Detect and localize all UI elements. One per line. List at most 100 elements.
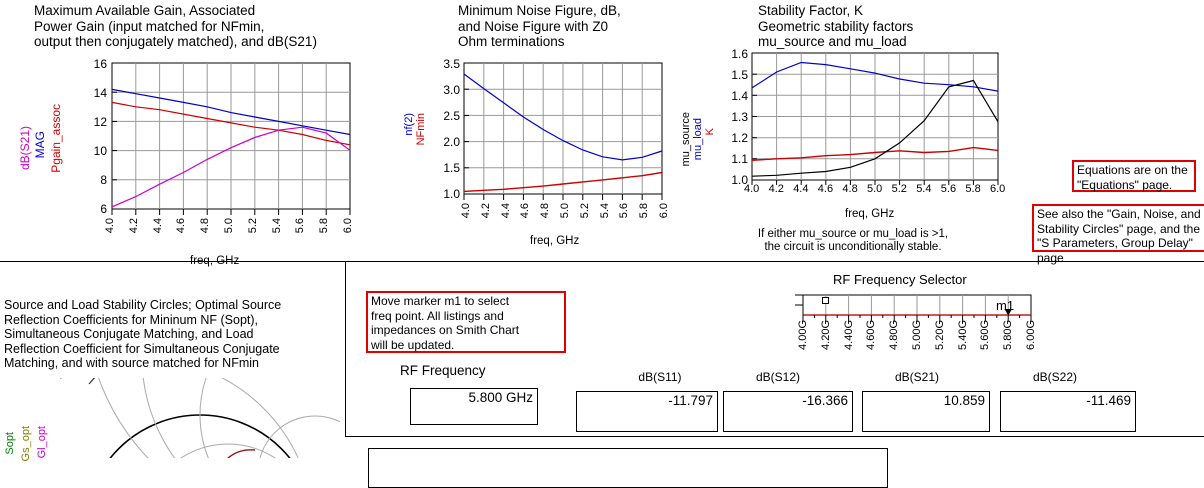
rf-frequency-value-box[interactable]: 5.800 GHz <box>410 388 538 425</box>
k-chart-ylabel-k: K <box>704 128 716 136</box>
xtick: 6.0 <box>658 203 670 219</box>
smith-chart-caption: Source and Load Stability Circles; Optim… <box>4 298 282 370</box>
db-s11-value: -11.797 <box>668 393 713 408</box>
smith-label-sopt: Sopt <box>4 432 16 455</box>
xtick: 5.8 <box>965 183 981 195</box>
marker-m1-label: m1 <box>996 298 1015 313</box>
rf-frequency-selector[interactable] <box>786 292 1036 324</box>
selector-tick: 4.80G <box>888 320 901 350</box>
xtick: 6.0 <box>342 218 354 234</box>
svg-text:2.0: 2.0 <box>443 135 460 149</box>
svg-text:3.5: 3.5 <box>443 57 460 71</box>
k-chart-ylabel-mu-load: mu_load <box>692 118 704 161</box>
xtick: 4.8 <box>842 183 858 195</box>
svg-text:16: 16 <box>94 57 108 71</box>
nf-chart-plot: 3.5 3.0 2.5 2.0 1.5 1.0 <box>420 56 680 221</box>
selector-tick: 6.00G <box>1025 320 1037 350</box>
rf-frequency-label: RF Frequency <box>400 363 486 378</box>
k-chart-plot: 1.6 1.5 1.4 1.3 1.2 1.1 1.0 <box>718 46 1008 206</box>
equations-note: Equations are on the "Equations" page. <box>1072 160 1196 192</box>
xtick: 5.6 <box>618 203 631 219</box>
smith-chart <box>60 378 340 458</box>
svg-text:1.4: 1.4 <box>731 89 748 103</box>
xtick: 6.0 <box>990 183 1006 195</box>
xtick: 5.2 <box>246 218 259 234</box>
xtick: 4.2 <box>127 218 140 234</box>
k-chart-ylabel-mu-source: mu_source <box>680 112 692 167</box>
mag-chart-ylabel-pgain: Pgain_assoc <box>49 104 63 173</box>
selector-tick: 5.20G <box>933 320 946 350</box>
db-s12-value-box[interactable]: -16.366 <box>723 391 853 432</box>
selector-tick: 4.60G <box>865 320 878 350</box>
xtick: 4.0 <box>744 183 760 195</box>
svg-text:12: 12 <box>94 115 108 129</box>
svg-text:1.5: 1.5 <box>731 68 748 82</box>
xtick: 4.6 <box>175 218 188 234</box>
rf-frequency-value: 5.800 GHz <box>468 390 533 405</box>
db-s11-label: dB(S11) <box>638 370 682 384</box>
svg-text:1.6: 1.6 <box>731 47 748 61</box>
xtick: 5.0 <box>559 203 571 219</box>
db-s21-label: dB(S21) <box>894 370 940 384</box>
svg-text:1.3: 1.3 <box>731 110 748 124</box>
svg-text:8: 8 <box>100 173 107 187</box>
mag-chart-title: Maximum Available Gain, Associated Power… <box>34 3 317 49</box>
smith-label-gs-opt: Gs_opt <box>20 426 32 462</box>
xtick: 5.8 <box>318 218 331 234</box>
xtick: 4.4 <box>499 203 512 219</box>
xtick: 5.2 <box>578 203 591 219</box>
xtick: 5.2 <box>891 183 907 195</box>
svg-text:14: 14 <box>94 86 108 100</box>
selector-tick: 4.20G <box>819 320 832 350</box>
selector-panel <box>345 262 1204 437</box>
k-chart-title: Stability Factor, K Geometric stability … <box>758 3 914 49</box>
svg-text:2.5: 2.5 <box>443 109 460 123</box>
smith-label-gl-opt: Gl_opt <box>36 426 48 459</box>
svg-text:1.5: 1.5 <box>443 161 460 175</box>
marker-hint-note: Move marker m1 to select freq point. All… <box>366 291 566 353</box>
xtick: 4.8 <box>539 203 552 219</box>
nf-chart-xlabel: freq, GHz <box>530 235 580 247</box>
selector-tick: 4.00G <box>797 320 809 350</box>
xtick: 4.4 <box>793 183 809 195</box>
xtick: 5.6 <box>940 183 957 195</box>
xtick: 5.6 <box>294 218 307 234</box>
db-s21-value-box[interactable]: 10.859 <box>862 391 990 432</box>
mag-chart-ylabel-mag: MAG <box>33 131 47 159</box>
xtick: 4.6 <box>817 183 834 195</box>
xtick: 5.4 <box>270 218 283 234</box>
k-chart-footnote: If either mu_source or mu_load is >1, th… <box>757 228 949 253</box>
mag-chart-plot: 16 14 12 10 8 6 <box>70 56 360 221</box>
k-chart-xlabel: freq, GHz <box>845 208 895 220</box>
xtick: 4.2 <box>768 183 784 195</box>
db-s11-value-box[interactable]: -11.797 <box>576 391 718 432</box>
bottom-listing-panel <box>368 448 888 488</box>
mag-chart-ylabel-db-s21: dB(S21) <box>18 126 32 171</box>
db-s22-value-box[interactable]: -11.469 <box>1000 391 1136 432</box>
svg-text:3.0: 3.0 <box>443 83 460 97</box>
db-s12-label: dB(S12) <box>755 370 801 384</box>
selector-tick: 5.60G <box>979 320 992 350</box>
svg-text:1.1: 1.1 <box>731 152 748 166</box>
xtick: 5.4 <box>916 183 932 195</box>
svg-text:10: 10 <box>94 144 108 158</box>
xtick: 5.4 <box>598 203 611 219</box>
db-s22-label: dB(S22) <box>1032 370 1078 384</box>
selector-tick: 5.40G <box>956 320 969 350</box>
xtick: 4.6 <box>519 203 532 219</box>
xtick: 5.0 <box>867 183 883 195</box>
nf-chart-ylabel-nf2: nf(2) <box>403 113 415 136</box>
xtick: 4.4 <box>151 218 164 234</box>
db-s12-value: -16.366 <box>802 393 848 408</box>
xtick: 5.0 <box>223 218 235 234</box>
section-divider <box>0 261 1204 262</box>
svg-text:1.0: 1.0 <box>443 187 460 201</box>
xtick: 4.0 <box>104 218 116 234</box>
rf-frequency-selector-title: RF Frequency Selector <box>833 272 967 287</box>
selector-tick: 5.00G <box>911 320 923 350</box>
nf-chart-title: Minimum Noise Figure, dB, and Noise Figu… <box>458 3 621 49</box>
xtick: 4.0 <box>460 203 472 219</box>
selector-tick: 5.80G <box>1002 320 1015 350</box>
xtick: 4.2 <box>479 203 492 219</box>
svg-text:1.2: 1.2 <box>731 131 748 145</box>
